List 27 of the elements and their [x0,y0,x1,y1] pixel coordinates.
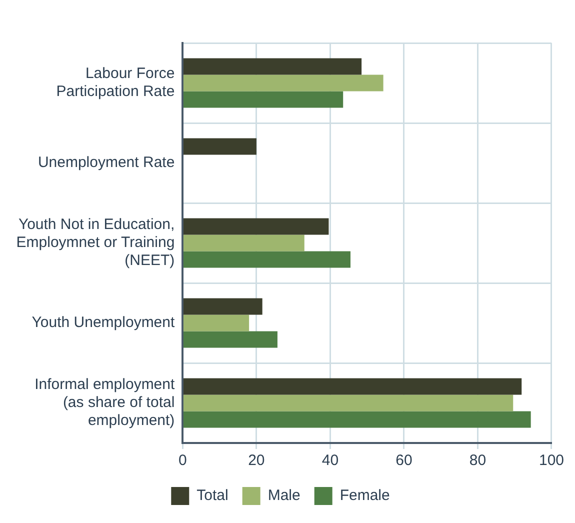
x-tick-label: 0 [178,452,187,470]
bar [183,251,350,268]
legend-label: Female [340,487,390,504]
x-tick-label: 80 [469,452,486,470]
y-tick-label: Informal employment (as share of total employment) [34,376,176,430]
y-tick-label: Youth Not in Education, Employmnet or Training (NEET) [16,216,175,270]
bar [183,234,304,252]
y-tick-label: Youth Unemployment [32,314,176,332]
bar [183,378,522,395]
bar [183,138,256,155]
bar [183,58,362,75]
x-tick-label: 100 [538,452,564,470]
legend-label: Male [268,487,300,504]
y-tick-label: Labour Force Participation Rate [56,65,175,100]
y-tick-label: Unemployment Rate [38,154,175,172]
bar [183,331,278,348]
x-tick-label: 40 [322,452,339,470]
bar [183,314,250,332]
bar [183,411,531,428]
bar [183,394,514,412]
legend-label: Total [196,487,228,504]
bar [183,298,262,315]
bar [183,218,329,235]
x-tick-label: 60 [396,452,412,470]
x-tick-label: 20 [248,452,265,470]
bar [183,74,384,92]
bar [183,91,344,108]
